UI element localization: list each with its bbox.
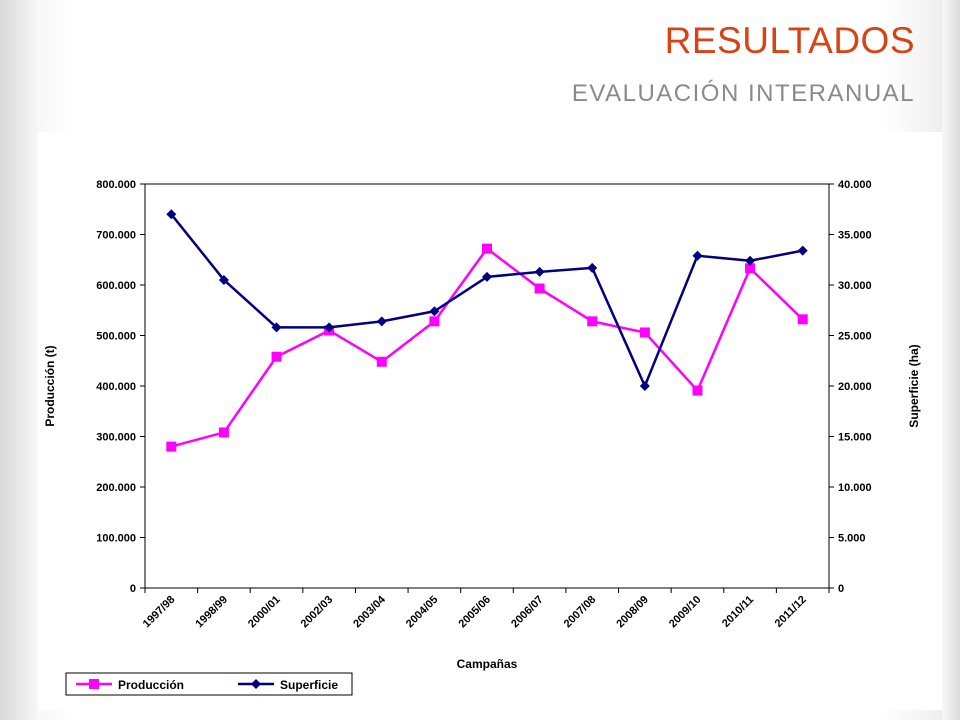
y2-tick-label: 25.000	[838, 331, 872, 343]
point-produccion	[534, 283, 545, 294]
point-superficie	[324, 322, 335, 333]
point-produccion	[692, 385, 703, 396]
legend-label-produccion: Producción	[118, 678, 184, 692]
y2-tick-label: 30.000	[838, 280, 872, 292]
point-superficie	[429, 306, 440, 317]
point-superficie	[692, 250, 703, 261]
dual-axis-line-chart: 0 100.000 200.000 300.000 400.000 500.000 600.…	[43, 179, 921, 696]
y-axis-title-left: Producción (t)	[43, 345, 57, 426]
point-produccion	[376, 356, 387, 367]
chart-panel: 0 100.000 200.000 300.000 400.000 500.000 600.…	[38, 132, 942, 710]
x-tick-label: 2005/06	[457, 594, 494, 631]
y2-tick-label: 40.000	[838, 179, 872, 191]
y2-tick-label: 35.000	[838, 230, 872, 242]
y2-tick-label: 0	[838, 583, 844, 595]
y-tick-label: 200.000	[96, 482, 136, 494]
point-produccion	[587, 316, 598, 327]
y2-tick-label: 5.000	[838, 533, 866, 545]
y2-tick-label: 10.000	[838, 482, 872, 494]
y-tick-label: 600.000	[96, 280, 136, 292]
slide-edge-left	[0, 0, 38, 720]
x-tick-label: 2002/03	[299, 594, 336, 631]
point-superficie	[482, 271, 492, 282]
y-tick-label: 0	[130, 583, 136, 595]
point-produccion	[745, 263, 756, 274]
x-tick-label: 2007/08	[562, 594, 599, 631]
x-axis-title: Campañas	[457, 657, 518, 671]
point-produccion	[271, 351, 282, 362]
y2-tick-label: 20.000	[838, 381, 872, 393]
point-superficie	[376, 316, 387, 327]
x-tick-label: 2011/12	[773, 594, 809, 630]
chart-series	[166, 209, 808, 452]
point-superficie	[587, 262, 598, 273]
x-tick-label: 2000/01	[246, 594, 283, 631]
x-tick-label: 1997/98	[141, 594, 178, 631]
y-tick-label: 300.000	[96, 432, 136, 444]
series-line-superficie	[170, 213, 803, 388]
x-tick-label: 2004/05	[404, 594, 441, 631]
x-tick-label: 2010/11	[720, 594, 756, 630]
point-superficie	[639, 381, 650, 391]
y-tick-label: 700.000	[96, 230, 136, 242]
x-tick-label: 1998/99	[193, 594, 230, 631]
chart-legend: Producción Superficie	[65, 672, 353, 696]
point-superficie	[534, 266, 545, 277]
y-tick-label: 100.000	[96, 533, 136, 545]
y2-tick-label: 15.000	[838, 432, 872, 444]
point-superficie	[218, 274, 229, 285]
point-superficie	[745, 255, 756, 266]
point-superficie	[166, 209, 177, 220]
point-produccion	[429, 316, 440, 327]
legend-frame	[65, 672, 353, 696]
x-tick-label: 2003/04	[351, 593, 388, 630]
legend-marker-produccion	[89, 679, 99, 689]
point-superficie	[797, 245, 808, 256]
y-tick-label: 400.000	[96, 381, 136, 393]
point-produccion	[482, 243, 492, 254]
x-tick-label: 2009/10	[667, 594, 704, 631]
y-axis-title-right: Superficie (ha)	[907, 344, 921, 427]
y-tick-label: 800.000	[96, 179, 136, 191]
point-superficie	[271, 322, 282, 333]
legend-label-superficie: Superficie	[280, 678, 338, 692]
point-produccion	[639, 327, 650, 338]
point-produccion	[797, 314, 808, 325]
slide-title: RESULTADOS	[664, 20, 915, 61]
x-tick-label: 2008/09	[614, 594, 651, 631]
legend-marker-superficie	[251, 679, 261, 689]
slide-edge-right	[942, 0, 960, 720]
y-tick-label: 500.000	[96, 331, 136, 343]
x-tick-label: 2006/07	[509, 594, 546, 631]
point-produccion	[166, 441, 177, 452]
slide-subtitle: EVALUACIÓN INTERANUAL	[571, 80, 915, 107]
point-produccion	[218, 427, 229, 438]
